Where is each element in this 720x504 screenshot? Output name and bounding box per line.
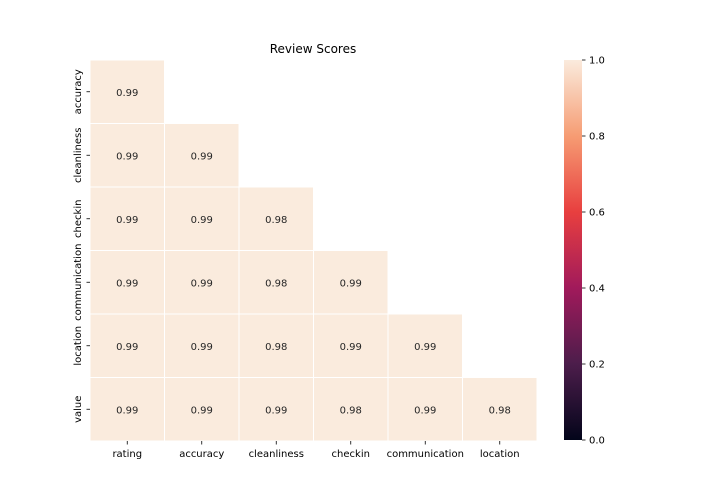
cell-value-label: 0.98 — [265, 342, 287, 353]
x-tick-label: location — [480, 449, 520, 460]
heatmap-cell — [313, 377, 389, 442]
heatmap-cells: 0.99 0.99 0.99 0.99 0.99 0.98 0.99 0.99 0.98 0.99… — [89, 59, 538, 442]
heatmap-cell — [164, 377, 240, 442]
cell-value-label: 0.99 — [116, 215, 138, 226]
cell-value-label: 0.98 — [340, 405, 362, 416]
colorbar-tick-label: 0.0 — [589, 436, 605, 447]
cell-value-label: 0.99 — [116, 151, 138, 162]
cell-value-label: 0.99 — [191, 151, 213, 162]
x-tick-label: cleanliness — [249, 449, 304, 460]
cell-value-label: 0.99 — [191, 405, 213, 416]
y-tick-label: value — [73, 396, 84, 423]
colorbar-tick-label: 0.8 — [589, 132, 605, 143]
heatmap-cell — [164, 313, 240, 378]
cell-value-label: 0.99 — [340, 342, 362, 353]
heatmap-cell — [387, 377, 463, 442]
cell-value-label: 0.99 — [340, 278, 362, 289]
y-tick-label: accuracy — [73, 69, 84, 114]
cell-value-label: 0.98 — [489, 405, 511, 416]
heatmap-cell — [462, 377, 538, 442]
colorbar-gradient — [564, 60, 582, 440]
y-tick-label: location — [73, 326, 84, 366]
cell-value-label: 0.99 — [191, 278, 213, 289]
heatmap-cell — [387, 313, 463, 378]
colorbar-tick-label: 1.0 — [589, 56, 605, 67]
y-tick-label: communication — [73, 244, 84, 321]
cell-value-label: 0.98 — [265, 278, 287, 289]
y-tick-labels: accuracy cleanliness checkin communication l… — [73, 69, 90, 423]
x-tick-label: checkin — [332, 449, 370, 460]
heatmap-cell — [313, 313, 389, 378]
cell-value-label: 0.99 — [116, 405, 138, 416]
heatmap-cell — [164, 123, 240, 188]
heatmap-cell — [238, 186, 314, 251]
cell-value-label: 0.99 — [191, 215, 213, 226]
cell-value-label: 0.99 — [265, 405, 287, 416]
heatmap-cell — [313, 250, 389, 315]
y-tick-label: cleanliness — [73, 128, 84, 183]
cell-value-label: 0.99 — [116, 278, 138, 289]
colorbar: 0.0 0.2 0.4 0.6 0.8 1.0 — [564, 56, 605, 447]
x-tick-label: communication — [387, 449, 464, 460]
cell-value-label: 0.99 — [116, 342, 138, 353]
chart-title: Review Scores — [270, 42, 357, 56]
cell-value-label: 0.98 — [265, 215, 287, 226]
cell-value-label: 0.99 — [414, 342, 436, 353]
cell-value-label: 0.99 — [414, 405, 436, 416]
x-tick-label: rating — [112, 449, 142, 460]
heatmap-cell — [89, 186, 165, 251]
colorbar-tick-label: 0.4 — [589, 284, 605, 295]
y-tick-label: checkin — [73, 200, 84, 238]
x-tick-label: accuracy — [179, 449, 224, 460]
colorbar-tick-label: 0.6 — [589, 208, 605, 219]
heatmap-cell — [89, 123, 165, 188]
cell-value-label: 0.99 — [116, 88, 138, 99]
heatmap-cell — [164, 250, 240, 315]
colorbar-tick-label: 0.2 — [589, 360, 605, 371]
heatmap-cell — [238, 377, 314, 442]
heatmap-cell — [89, 59, 165, 124]
cell-value-label: 0.99 — [191, 342, 213, 353]
x-tick-labels: rating accuracy cleanliness checkin communic… — [112, 441, 520, 460]
